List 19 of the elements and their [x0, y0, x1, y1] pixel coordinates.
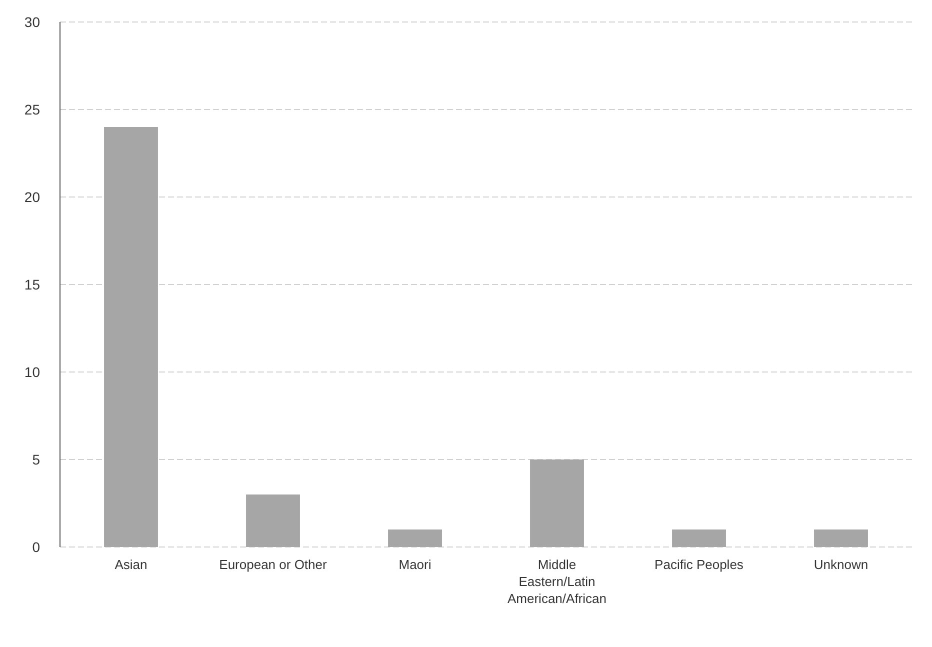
y-tick-label: 15: [24, 276, 40, 292]
bar: [246, 494, 300, 547]
x-tick-label: Middle Eastern/Latin American/African: [508, 557, 606, 606]
x-tick-label: Unknown: [814, 557, 868, 572]
x-tick-label: Pacific Peoples: [654, 557, 744, 572]
bar: [672, 530, 726, 547]
y-tick-label: 5: [32, 451, 40, 468]
bar: [530, 460, 584, 547]
bar: [104, 127, 158, 547]
bar: [814, 530, 868, 547]
bar: [388, 530, 442, 547]
x-tick-label: Asian: [114, 557, 148, 572]
y-tick-label: 25: [24, 101, 40, 118]
y-tick-label: 0: [32, 538, 40, 555]
y-tick-label: 10: [24, 364, 40, 380]
x-tick-label: European or Other: [219, 557, 328, 572]
y-tick-label: 20: [24, 188, 40, 205]
y-tick-label: 30: [24, 14, 40, 30]
x-tick-label: Maori: [398, 557, 432, 572]
